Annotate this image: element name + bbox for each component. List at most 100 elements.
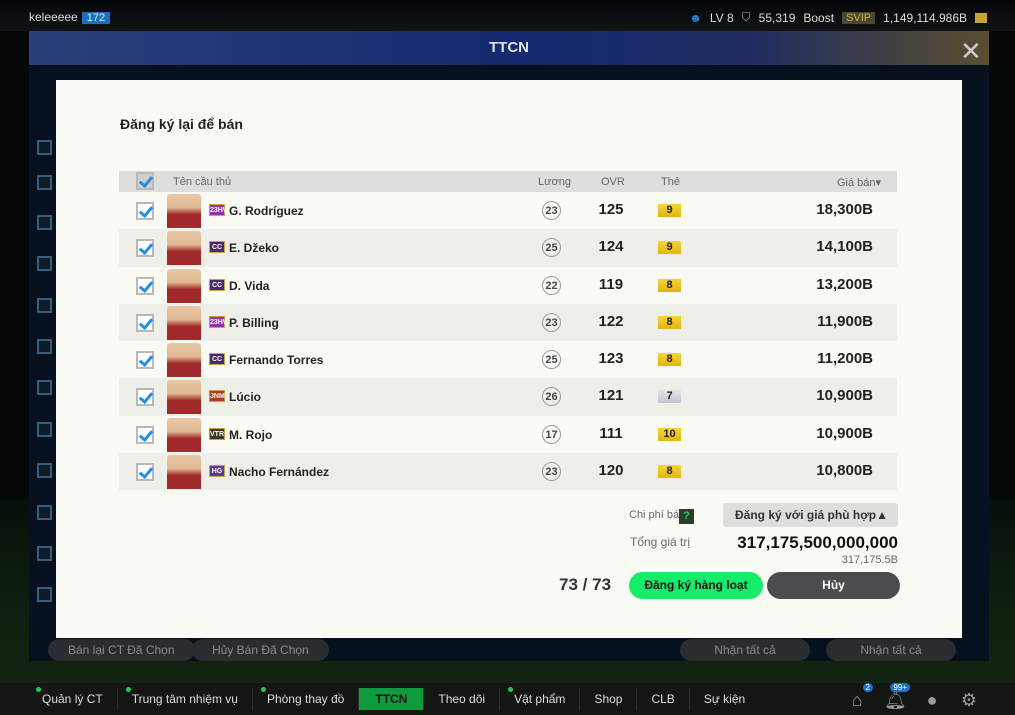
cancel-button[interactable]: Hủy <box>767 572 900 599</box>
ovr: 123 <box>598 350 624 368</box>
grade-badge: 8 <box>658 353 681 367</box>
bg-checkbox[interactable] <box>37 422 52 437</box>
row-checkbox[interactable] <box>136 202 154 220</box>
grade-badge: 7 <box>658 390 681 404</box>
row-checkbox[interactable] <box>136 463 154 482</box>
player-photo <box>167 194 201 228</box>
bg-checkbox[interactable] <box>37 380 52 395</box>
player-photo <box>167 268 201 303</box>
resell-dialog: Đăng ký lại để bán Tên cầu thủ Lương OVR… <box>56 80 962 638</box>
row-checkbox[interactable] <box>136 388 154 407</box>
resell-selected-button[interactable]: Bán lại CT Đã Chọn <box>48 639 195 661</box>
nav-events[interactable]: Sự kiện <box>703 692 746 706</box>
player-name: D. Vida <box>229 278 270 293</box>
gear-icon[interactable]: ⚙ <box>960 690 978 710</box>
price: 11,900B <box>817 312 873 330</box>
season-badge: 23HW <box>209 315 229 328</box>
selected-count: 73 <box>559 575 578 594</box>
season-badge: 23HW <box>209 204 229 216</box>
receive-all-button[interactable]: Nhận tất cả <box>680 639 810 661</box>
nav-ttcn[interactable]: TTCN <box>359 688 425 710</box>
row-checkbox[interactable] <box>136 425 154 444</box>
col-grade[interactable]: Thẻ <box>661 176 680 188</box>
nav-squad[interactable]: Quản lý CT <box>28 687 118 710</box>
bg-checkbox[interactable] <box>37 546 52 561</box>
panel-title: TTCN <box>29 31 989 65</box>
profile-icon[interactable]: ● <box>926 690 938 710</box>
help-icon[interactable]: ? <box>679 509 694 524</box>
player-name: P. Billing <box>229 315 279 330</box>
price-mode-select[interactable]: Đăng ký với giá phù hợp ▲ <box>723 503 898 527</box>
table-header: Tên cầu thủ Lương OVR Thẻ Giá bán▾ <box>119 171 897 192</box>
table-row[interactable]: CC D. Vida 22 119 8 13,200B <box>119 267 897 304</box>
nav-items[interactable]: Vật phẩm <box>500 687 581 710</box>
username: keleeeee <box>29 10 78 24</box>
table-row[interactable]: CC Fernando Torres 25 123 8 11,200B <box>119 341 897 378</box>
bg-checkbox[interactable] <box>37 256 52 271</box>
bulk-register-button[interactable]: Đăng ký hàng loạt <box>629 572 763 599</box>
bg-checkbox[interactable] <box>37 215 52 230</box>
shield-icon: ⛉ <box>741 10 751 24</box>
table-row[interactable]: CC E. Džeko 25 124 9 14,100B <box>119 229 897 267</box>
row-checkbox[interactable] <box>136 276 154 295</box>
table-row[interactable]: 23HW P. Billing 23 122 8 11,900B <box>119 303 897 342</box>
nav-missions[interactable]: Trung tâm nhiệm vụ <box>118 687 253 710</box>
season-badge: CC <box>209 241 225 254</box>
player-photo <box>167 305 201 340</box>
bottom-nav: Quản lý CT Trung tâm nhiệm vụ Phòng thay… <box>0 683 1015 715</box>
balance: 1,149,114.986B <box>883 10 967 25</box>
nav-shop[interactable]: Shop <box>580 688 638 710</box>
col-ovr[interactable]: OVR <box>601 176 625 188</box>
user-info: keleeeee 172 <box>29 10 111 24</box>
ovr: 111 <box>599 424 623 442</box>
select-all-checkbox[interactable] <box>136 172 154 190</box>
table-row[interactable]: HG Nacho Fernández 23 120 8 10,800B <box>119 453 897 491</box>
coin-icon <box>975 12 987 23</box>
salary: 23 <box>542 201 561 220</box>
ovr: 125 <box>598 201 624 218</box>
bell-icon[interactable]: 🔔︎ 99+ <box>884 683 910 710</box>
season-badge: JNM <box>209 390 225 403</box>
price: 13,200B <box>816 275 873 293</box>
level: LV 8 <box>709 10 734 25</box>
price: 14,100B <box>816 238 873 256</box>
grade-badge: 10 <box>658 427 681 441</box>
player-name: Fernando Torres <box>229 353 324 368</box>
home-badge: 2 <box>862 683 873 692</box>
player-name: E. Džeko <box>229 241 280 256</box>
home-icon[interactable]: ⌂ 2 <box>847 683 873 710</box>
bg-checkbox[interactable] <box>37 339 52 354</box>
ovr: 120 <box>598 462 624 480</box>
cancel-selected-button[interactable]: Hủy Bán Đã Chọn <box>192 639 329 661</box>
nav-club[interactable]: CLB <box>637 688 690 710</box>
triangle-up-icon: ▲ <box>876 508 888 522</box>
table-row[interactable]: 23HW G. Rodríguez 23 125 9 18,300B <box>119 192 897 229</box>
row-checkbox[interactable] <box>136 239 154 258</box>
table-row[interactable]: VTR M. Rojo 17 111 10 10,900B <box>119 416 897 453</box>
player-table: Tên cầu thủ Lương OVR Thẻ Giá bán▾ 23HW … <box>119 171 897 491</box>
count-separator: / <box>582 575 588 594</box>
table-row[interactable]: JNM Lúcio 26 121 7 10,900B <box>119 378 897 416</box>
ovr: 121 <box>598 387 624 405</box>
row-checkbox[interactable] <box>136 313 154 332</box>
bg-checkbox[interactable] <box>37 175 52 190</box>
smiley-icon: ☻ <box>689 10 702 25</box>
season-badge: CC <box>209 278 225 291</box>
bg-checkbox[interactable] <box>37 463 52 478</box>
col-salary[interactable]: Lương <box>538 176 571 188</box>
bg-checkbox[interactable] <box>37 505 52 520</box>
col-name: Tên cầu thủ <box>173 176 232 188</box>
receive-all-button-2[interactable]: Nhận tất cả <box>826 639 956 661</box>
close-icon[interactable]: ✕ <box>960 36 982 66</box>
col-price-sort[interactable]: Giá bán▾ <box>836 177 881 189</box>
nav-locker[interactable]: Phòng thay đồ <box>253 687 360 710</box>
bg-checkbox[interactable] <box>37 587 52 602</box>
player-photo <box>167 380 201 415</box>
bg-checkbox[interactable] <box>37 298 52 313</box>
row-checkbox[interactable] <box>136 351 154 370</box>
svip-badge: SVIP <box>842 11 876 24</box>
nav-watch[interactable]: Theo dõi <box>424 688 501 710</box>
player-name: Nacho Fernández <box>229 465 330 480</box>
bg-checkbox[interactable] <box>37 140 52 155</box>
season-badge: VTR <box>209 427 225 440</box>
